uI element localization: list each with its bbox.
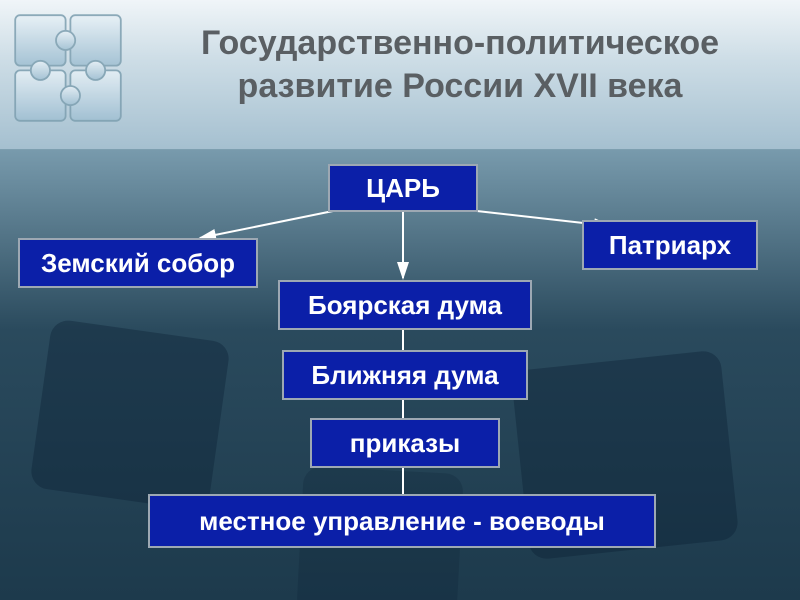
edge-tsar-zemsky: [200, 210, 338, 238]
node-prikazy: приказы: [310, 418, 500, 468]
slide: Государственно-политическое развитие Рос…: [0, 0, 800, 600]
page-title: Государственно-политическое развитие Рос…: [130, 22, 790, 107]
node-patriarch: Патриарх: [582, 220, 758, 270]
title-line-2: развитие России XVII века: [130, 65, 790, 108]
bg-decoration: [29, 318, 231, 511]
node-zemsky: Земский собор: [18, 238, 258, 288]
node-local: местное управление - воеводы: [148, 494, 656, 548]
puzzle-icon: [8, 8, 128, 128]
node-tsar: ЦАРЬ: [328, 164, 478, 212]
node-boyar: Боярская дума: [278, 280, 532, 330]
node-blizh: Ближняя дума: [282, 350, 528, 400]
title-line-1: Государственно-политическое: [130, 22, 790, 65]
